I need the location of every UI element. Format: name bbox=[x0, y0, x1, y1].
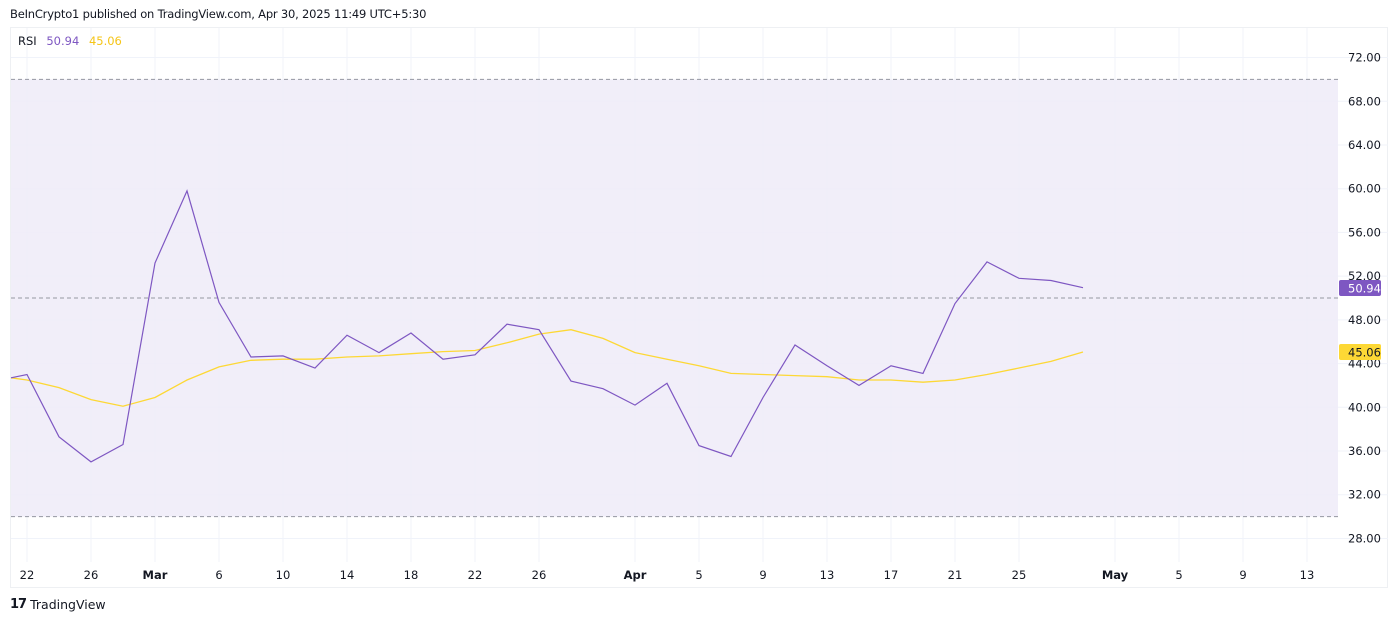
y-tick-label: 44.00 bbox=[1348, 357, 1381, 371]
x-tick-label: 9 bbox=[759, 568, 766, 582]
y-tick-label: 32.00 bbox=[1348, 488, 1381, 502]
svg-text:45.06: 45.06 bbox=[1348, 346, 1381, 360]
rsi-price-tag: 50.94 bbox=[1339, 280, 1381, 296]
price-axis[interactable]: 72.00 68.00 64.00 60.00 56.00 52.00 48.00 44.00… bbox=[1348, 51, 1381, 546]
x-tick-label: 17 bbox=[884, 568, 899, 582]
x-tick-label: 9 bbox=[1239, 568, 1246, 582]
indicator-name: RSI bbox=[18, 34, 37, 48]
x-tick-label: 14 bbox=[340, 568, 355, 582]
x-tick-label: 25 bbox=[1012, 568, 1027, 582]
y-tick-label: 56.00 bbox=[1348, 225, 1381, 239]
x-tick-label: 5 bbox=[695, 568, 702, 582]
x-tick-label: 26 bbox=[84, 568, 99, 582]
publish-info: BeInCrypto1 published on TradingView.com… bbox=[10, 7, 427, 21]
y-tick-label: 72.00 bbox=[1348, 51, 1381, 65]
y-tick-label: 60.00 bbox=[1348, 182, 1381, 196]
rsi-ma-line bbox=[10, 329, 1084, 407]
x-tick-label: 22 bbox=[20, 568, 35, 582]
y-tick-label: 28.00 bbox=[1348, 531, 1381, 545]
rsi-line bbox=[10, 189, 1084, 463]
x-tick-label: 5 bbox=[1175, 568, 1182, 582]
y-tick-label: 48.00 bbox=[1348, 313, 1381, 327]
x-tick-label: 26 bbox=[532, 568, 547, 582]
x-tick-label: 13 bbox=[1300, 568, 1315, 582]
y-tick-label: 68.00 bbox=[1348, 94, 1381, 108]
y-tick-label: 40.00 bbox=[1348, 400, 1381, 414]
ma-value: 45.06 bbox=[88, 34, 122, 48]
chart-frame bbox=[10, 27, 1388, 588]
x-tick-label: 18 bbox=[404, 568, 419, 582]
tradingview-branding[interactable]: 17 TradingView bbox=[10, 597, 106, 612]
x-tick-label: Mar bbox=[143, 568, 168, 582]
overbought-oversold-band bbox=[11, 79, 1338, 517]
x-tick-label: 6 bbox=[215, 568, 222, 582]
rsi-value: 50.94 bbox=[46, 34, 80, 48]
x-tick-label: May bbox=[1102, 568, 1129, 582]
x-tick-label: 13 bbox=[820, 568, 835, 582]
ma-price-tag: 45.06 bbox=[1339, 344, 1381, 360]
x-tick-label: 10 bbox=[276, 568, 291, 582]
tradingview-logo-icon: 17 bbox=[10, 597, 27, 612]
x-tick-label: 22 bbox=[468, 568, 483, 582]
y-tick-label: 52.00 bbox=[1348, 269, 1381, 283]
svg-text:50.94: 50.94 bbox=[1348, 282, 1381, 296]
x-tick-label: 21 bbox=[948, 568, 963, 582]
indicator-legend[interactable]: RSI 50.94 45.06 bbox=[18, 34, 122, 48]
time-axis[interactable]: 22 26 Mar 6 10 14 18 22 26 Apr 5 9 13 17 21 25 May 5 9 13 bbox=[20, 568, 1315, 582]
brand-name: TradingView bbox=[30, 597, 106, 612]
y-tick-label: 64.00 bbox=[1348, 138, 1381, 152]
y-tick-label: 36.00 bbox=[1348, 444, 1381, 458]
x-tick-label: Apr bbox=[624, 568, 647, 582]
